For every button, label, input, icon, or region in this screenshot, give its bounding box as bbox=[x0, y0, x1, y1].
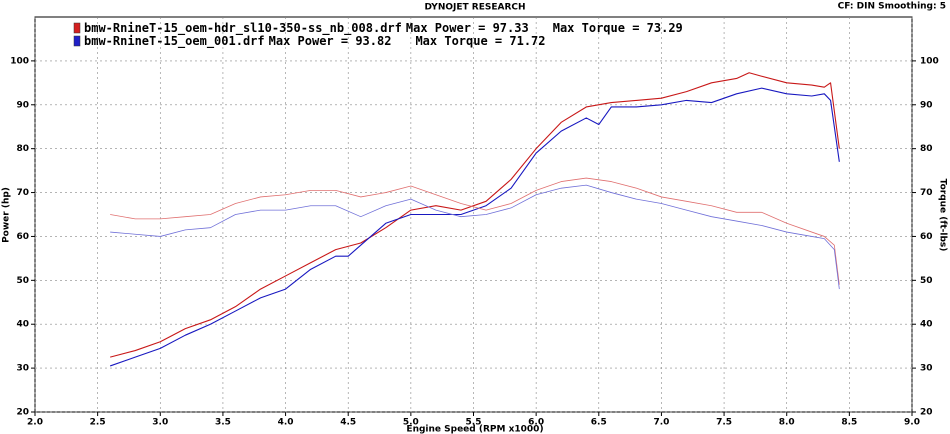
x-tick-label: 2.0 bbox=[27, 418, 43, 428]
x-tick-label: 4.5 bbox=[340, 418, 356, 428]
y-tick-label: 50 bbox=[16, 276, 29, 286]
legend-torque: Max Torque = 71.72 bbox=[415, 34, 545, 48]
x-tick-label: 5.5 bbox=[466, 418, 482, 428]
legend-file: bmw-RnineT-15_oem_001.drf bbox=[84, 34, 265, 49]
y-tick-label: 60 bbox=[16, 232, 29, 242]
y2-tick-label: 30 bbox=[920, 364, 933, 374]
legend-swatch bbox=[73, 35, 81, 47]
y-axis-label: Power (hp) bbox=[2, 187, 12, 243]
y2-tick-label: 70 bbox=[920, 188, 933, 198]
y2-tick-label: 50 bbox=[920, 276, 933, 286]
x-tick-label: 2.5 bbox=[90, 418, 106, 428]
legend-entry: bmw-RnineT-15_oem_001.drf Max Power = 93.… bbox=[84, 34, 546, 49]
x-tick-label: 8.5 bbox=[841, 418, 857, 428]
x-tick-label: 3.5 bbox=[215, 418, 231, 428]
legend-entry: bmw-RnineT-15_oem-hdr_sl10-350-ss_nb_008… bbox=[84, 21, 683, 36]
y2-axis-label: Torque (ft-lbs) bbox=[938, 179, 948, 252]
legend-torque: Max Torque = 73.29 bbox=[553, 21, 683, 35]
x-tick-label: 3.0 bbox=[152, 418, 168, 428]
series-line bbox=[110, 72, 840, 358]
y-tick-label: 30 bbox=[16, 364, 29, 374]
y-tick-label: 90 bbox=[16, 100, 29, 110]
x-tick-label: 5.0 bbox=[403, 418, 419, 428]
x-tick-label: 8.0 bbox=[779, 418, 795, 428]
x-tick-label: 7.0 bbox=[653, 418, 669, 428]
y-tick-label: 100 bbox=[10, 56, 29, 66]
y2-tick-label: 20 bbox=[920, 408, 933, 418]
x-axis-label: Engine Speed (RPM x1000) bbox=[406, 425, 543, 434]
x-tick-label: 6.5 bbox=[591, 418, 607, 428]
series-line bbox=[110, 184, 840, 290]
legend-power: Max Power = 93.82 bbox=[269, 34, 392, 48]
y-tick-label: 20 bbox=[16, 408, 29, 418]
legend-swatch bbox=[73, 22, 81, 34]
chart-title: DYNOJET RESEARCH bbox=[424, 3, 525, 13]
y2-tick-label: 100 bbox=[920, 56, 939, 66]
x-tick-label: 7.5 bbox=[716, 418, 732, 428]
y2-tick-label: 80 bbox=[920, 144, 933, 154]
x-tick-label: 9.0 bbox=[904, 418, 920, 428]
series-line bbox=[109, 87, 840, 367]
y2-tick-label: 60 bbox=[920, 232, 933, 242]
y-tick-label: 40 bbox=[16, 320, 29, 330]
y-tick-label: 70 bbox=[16, 188, 29, 198]
series-line bbox=[110, 177, 840, 285]
settings: CF: DIN Smoothing: 5 bbox=[838, 2, 946, 12]
x-tick-label: 4.0 bbox=[278, 418, 294, 428]
y2-tick-label: 40 bbox=[920, 320, 933, 330]
legend-power: Max Power = 97.33 bbox=[406, 21, 529, 35]
y2-tick-label: 90 bbox=[920, 100, 933, 110]
x-tick-label: 6.0 bbox=[528, 418, 544, 428]
legend-file: bmw-RnineT-15_oem-hdr_sl10-350-ss_nb_008… bbox=[84, 21, 402, 36]
y-tick-label: 80 bbox=[16, 144, 29, 154]
